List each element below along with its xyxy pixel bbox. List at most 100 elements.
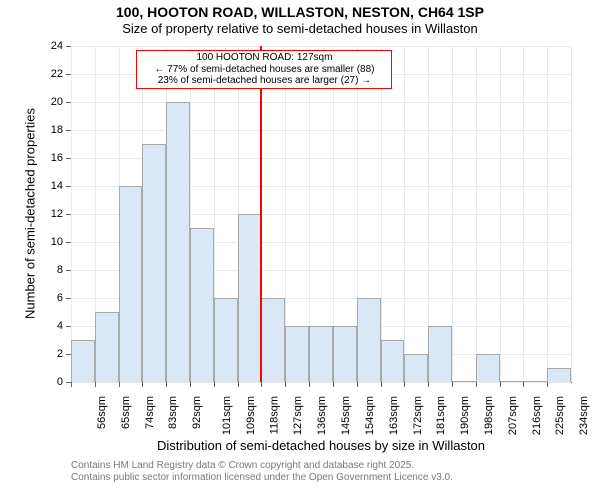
footer-line-2: Contains public sector information licen… (71, 472, 453, 484)
gridline-v (452, 46, 453, 382)
y-tick-label: 4 (33, 320, 63, 332)
histogram-bar (333, 326, 357, 382)
x-tick-label: 181sqm (435, 396, 447, 435)
marker-line (260, 46, 262, 382)
marker-annotation: 100 HOOTON ROAD: 127sqm← 77% of semi-det… (136, 50, 392, 89)
histogram-bar (142, 144, 166, 382)
gridline-v (523, 46, 524, 382)
histogram-bar (452, 381, 476, 382)
x-tick-label: 56sqm (96, 396, 108, 429)
gridline-h (71, 382, 571, 383)
x-tick-label: 163sqm (388, 396, 400, 435)
gridline-v (71, 46, 72, 382)
histogram-bar (166, 102, 190, 382)
gridline-v (547, 46, 548, 382)
x-tick-label: 74sqm (144, 396, 156, 429)
histogram-bar (238, 214, 262, 382)
x-tick (547, 382, 548, 387)
gridline-v (500, 46, 501, 382)
x-axis-label: Distribution of semi-detached houses by … (71, 438, 571, 453)
x-tick (428, 382, 429, 387)
footer-line-1: Contains HM Land Registry data © Crown c… (71, 460, 453, 472)
gridline-v (404, 46, 405, 382)
x-tick (476, 382, 477, 387)
x-tick-label: 234sqm (578, 396, 590, 435)
marker-annotation-line: ← 77% of semi-detached houses are smalle… (139, 64, 389, 76)
histogram-bar (547, 368, 571, 382)
x-tick (119, 382, 120, 387)
x-tick-label: 190sqm (459, 396, 471, 435)
y-tick-label: 24 (33, 40, 63, 52)
x-tick (71, 382, 72, 387)
x-tick-label: 225sqm (555, 396, 567, 435)
x-tick (261, 382, 262, 387)
x-tick-label: 172sqm (412, 396, 424, 435)
x-tick-label: 118sqm (268, 396, 280, 434)
histogram-bar (285, 326, 309, 382)
histogram-bar (404, 354, 428, 382)
histogram-bar (71, 340, 95, 382)
histogram-bar (309, 326, 333, 382)
x-tick (404, 382, 405, 387)
x-tick-label: 136sqm (316, 396, 328, 435)
x-tick-label: 109sqm (245, 396, 257, 435)
gridline-v (571, 46, 572, 382)
histogram-bar (119, 186, 143, 382)
x-tick-label: 127sqm (293, 396, 305, 435)
histogram-bar (214, 298, 238, 382)
gridline-v (381, 46, 382, 382)
y-tick-label: 0 (33, 376, 63, 388)
x-tick (500, 382, 501, 387)
x-tick-label: 154sqm (364, 396, 376, 435)
gridline-h (71, 46, 571, 47)
gridline-h (71, 130, 571, 131)
histogram-bar (500, 381, 524, 382)
histogram-bar (95, 312, 119, 382)
x-tick (333, 382, 334, 387)
y-tick-label: 2 (33, 348, 63, 360)
x-tick-label: 198sqm (483, 396, 495, 435)
x-tick (190, 382, 191, 387)
x-tick-label: 216sqm (531, 396, 543, 435)
y-tick-label: 12 (33, 208, 63, 220)
x-tick (142, 382, 143, 387)
x-tick (166, 382, 167, 387)
y-tick-label: 8 (33, 264, 63, 276)
histogram-bar (523, 381, 547, 382)
histogram-bar (190, 228, 214, 382)
x-tick (238, 382, 239, 387)
x-tick (357, 382, 358, 387)
y-tick-label: 6 (33, 292, 63, 304)
page-title: 100, HOOTON ROAD, WILLASTON, NESTON, CH6… (0, 0, 600, 21)
x-tick-label: 65sqm (120, 396, 132, 429)
gridline-h (71, 102, 571, 103)
y-tick-label: 16 (33, 152, 63, 164)
y-tick-label: 10 (33, 236, 63, 248)
marker-annotation-line: 100 HOOTON ROAD: 127sqm (139, 52, 389, 64)
y-tick-label: 22 (33, 68, 63, 80)
x-tick (452, 382, 453, 387)
histogram-bar (381, 340, 405, 382)
x-tick-label: 92sqm (191, 396, 203, 429)
x-tick-label: 207sqm (507, 396, 519, 435)
x-tick-label: 83sqm (167, 396, 179, 429)
x-tick-label: 145sqm (340, 396, 352, 435)
x-tick-label: 101sqm (221, 396, 233, 435)
x-tick (95, 382, 96, 387)
x-tick (523, 382, 524, 387)
x-tick (381, 382, 382, 387)
y-tick-label: 14 (33, 180, 63, 192)
gridline-v (476, 46, 477, 382)
x-tick (285, 382, 286, 387)
histogram-bar (476, 354, 500, 382)
page-subtitle: Size of property relative to semi-detach… (0, 21, 600, 37)
marker-annotation-line: 23% of semi-detached houses are larger (… (139, 75, 389, 87)
histogram-bar (357, 298, 381, 382)
histogram-chart: 100 HOOTON ROAD: 127sqm← 77% of semi-det… (71, 46, 571, 382)
footer-attribution: Contains HM Land Registry data © Crown c… (71, 460, 453, 483)
y-tick-label: 18 (33, 124, 63, 136)
y-tick-label: 20 (33, 96, 63, 108)
histogram-bar (261, 298, 285, 382)
x-tick (214, 382, 215, 387)
x-tick (309, 382, 310, 387)
